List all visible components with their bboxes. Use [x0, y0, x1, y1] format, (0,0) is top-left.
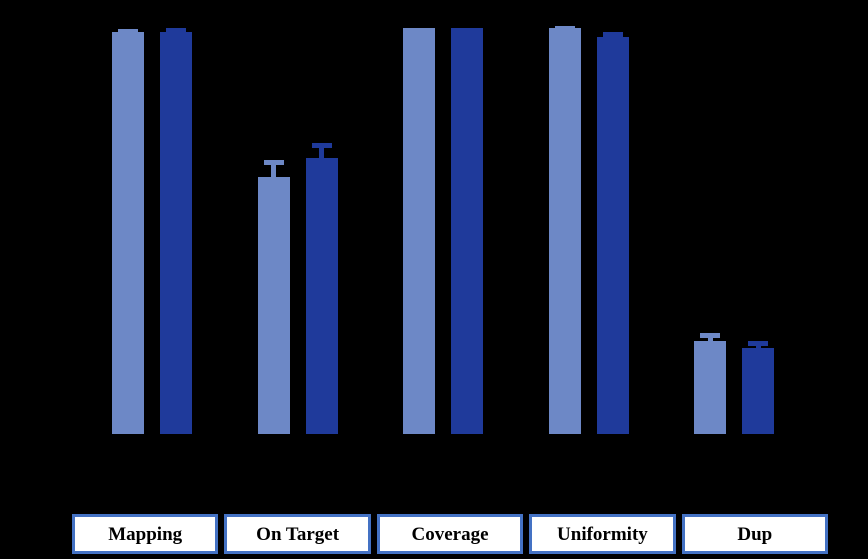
category-box-coverage: Coverage: [376, 514, 524, 554]
category-label-dup: Dup: [737, 523, 773, 545]
bar-dup-dark-blue-series: [742, 347, 774, 434]
category-label-uniformity: Uniformity: [557, 523, 648, 545]
category-axis: Mapping On Target Coverage Uniformity Dup: [72, 514, 829, 554]
category-box-mapping: Mapping: [72, 514, 219, 554]
bar-coverage-dark-blue-series: [451, 28, 483, 434]
error-bar-cap-uniformity-dark-blue-series: [602, 31, 623, 37]
category-label-on-target: On Target: [256, 523, 340, 545]
bar-uniformity-dark-blue-series: [596, 37, 629, 434]
category-box-dup: Dup: [681, 514, 829, 554]
bar-dup-light-blue-series: [694, 341, 726, 434]
error-bar-cap-on-target-light-blue-series: [263, 159, 284, 165]
error-bar-cap-dup-light-blue-series: [700, 332, 720, 338]
bar-on-target-dark-blue-series: [305, 158, 338, 434]
category-label-mapping: Mapping: [108, 523, 183, 545]
bar-mapping-light-blue-series: [112, 31, 144, 434]
error-bar-line-on-target-light-blue-series: [271, 159, 276, 179]
bar-uniformity-light-blue-series: [548, 28, 581, 434]
error-bar-cap-dup-dark-blue-series: [748, 341, 768, 347]
category-label-coverage: Coverage: [411, 523, 489, 545]
error-bar-line-dup-light-blue-series: [707, 332, 713, 344]
error-bar-line-on-target-dark-blue-series: [319, 143, 324, 161]
bar-mapping-dark-blue-series: [160, 31, 192, 434]
bar-coverage-light-blue-series: [403, 28, 435, 434]
bar-on-target-light-blue-series: [257, 177, 290, 434]
error-bar-cap-on-target-dark-blue-series: [311, 143, 332, 149]
error-bar-cap-mapping-dark-blue-series: [166, 28, 186, 34]
category-box-uniformity: Uniformity: [529, 514, 676, 554]
category-box-on-target: On Target: [224, 514, 371, 554]
